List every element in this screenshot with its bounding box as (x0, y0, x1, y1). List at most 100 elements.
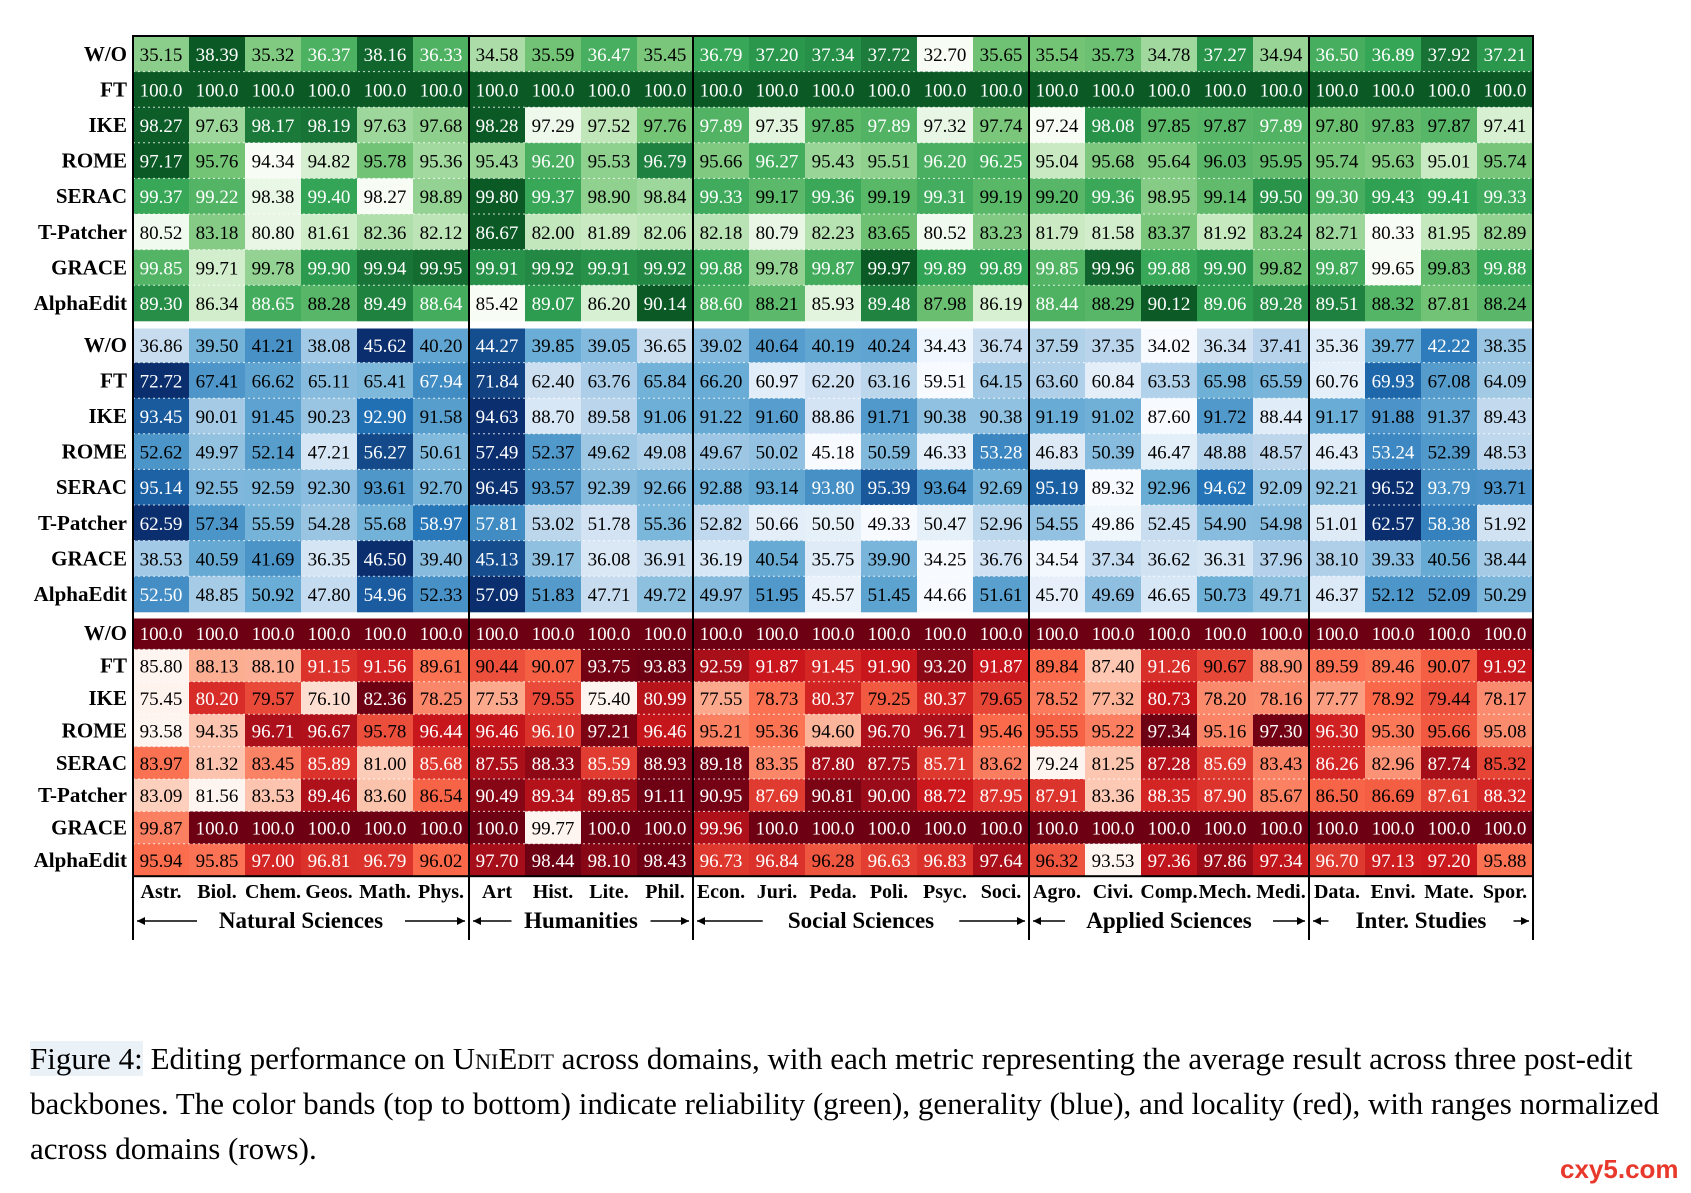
heatmap-cell (1253, 398, 1310, 435)
cell-value: 83.24 (1260, 223, 1303, 244)
cell-value: 83.97 (140, 754, 183, 775)
cell-value: 82.23 (812, 223, 855, 244)
cell-value: 100.0 (1204, 80, 1247, 101)
heatmap-cell (357, 617, 414, 650)
heatmap-cell (469, 649, 526, 683)
cell-value: 47.21 (308, 443, 351, 464)
heatmap-cell (861, 433, 918, 470)
heatmap-cell (1309, 142, 1366, 179)
cell-value: 100.0 (140, 80, 183, 101)
cell-value: 100.0 (812, 819, 855, 840)
cell-value: 97.00 (252, 851, 295, 872)
cell-value: 93.58 (140, 721, 183, 742)
heatmap-cell (1309, 107, 1366, 144)
heatmap-cell (301, 681, 358, 715)
heatmap-cell (245, 540, 302, 577)
heatmap-cell (1421, 285, 1478, 322)
heatmap-cell (189, 142, 246, 179)
heatmap-cell (413, 107, 470, 144)
heatmap-cell (1309, 779, 1366, 812)
heatmap-cell (1141, 142, 1198, 179)
cell-value: 99.30 (1316, 187, 1359, 208)
row-label: SERAC (56, 184, 127, 208)
heatmap-cell (357, 681, 414, 715)
cell-value: 72.72 (140, 371, 183, 392)
cell-value: 85.93 (812, 294, 855, 315)
heatmap-cell (1085, 505, 1142, 542)
heatmap-cell (917, 576, 974, 613)
cell-value: 91.71 (868, 407, 911, 428)
heatmap-cell (413, 327, 470, 364)
cell-value: 100.0 (812, 80, 855, 101)
cell-value: 100.0 (812, 624, 855, 645)
cell-value: 49.69 (1092, 585, 1135, 606)
heatmap-cell (693, 811, 750, 845)
group-arrowhead-right (681, 917, 689, 925)
heatmap-cell (357, 843, 414, 877)
heatmap-cell (413, 398, 470, 435)
heatmap-cell (189, 714, 246, 748)
heatmap-cell (357, 142, 414, 179)
row-label: GRACE (51, 816, 127, 840)
heatmap-cell (189, 178, 246, 215)
cell-value: 100.0 (532, 80, 575, 101)
heatmap-cell (805, 249, 862, 286)
cell-value: 88.70 (532, 407, 575, 428)
heatmap-cell (469, 746, 526, 780)
heatmap-cell (1421, 505, 1478, 542)
column-label: Phil. (645, 881, 684, 903)
heatmap-cell (1253, 505, 1310, 542)
heatmap-cell (1085, 811, 1142, 845)
cell-value: 100.0 (588, 80, 631, 101)
cell-value: 48.85 (196, 585, 239, 606)
heatmap-cell (1029, 505, 1086, 542)
row-label: W/O (84, 42, 127, 66)
heatmap-cell (1365, 285, 1422, 322)
cell-value: 91.22 (700, 407, 743, 428)
cell-value: 87.55 (476, 754, 519, 775)
row-label: IKE (88, 113, 127, 137)
cell-value: 92.09 (1260, 478, 1303, 499)
cell-value: 100.0 (868, 819, 911, 840)
heatmap-cell (525, 843, 582, 877)
cell-value: 58.38 (1428, 514, 1471, 535)
heatmap-cell (1477, 362, 1534, 399)
cell-value: 97.32 (924, 116, 967, 137)
heatmap-cell (525, 540, 582, 577)
heatmap-cell (1253, 681, 1310, 715)
row-label: FT (100, 77, 127, 101)
heatmap-cell (1365, 36, 1422, 73)
cell-value: 100.0 (588, 819, 631, 840)
cell-value: 93.64 (924, 478, 967, 499)
row-label: IKE (88, 404, 127, 428)
heatmap-cell (469, 362, 526, 399)
cell-value: 46.33 (924, 443, 967, 464)
cell-value: 39.33 (1372, 549, 1415, 570)
cell-value: 40.19 (812, 336, 855, 357)
cell-value: 80.37 (924, 689, 967, 710)
cell-value: 100.0 (1148, 624, 1191, 645)
heatmap-cell (1141, 178, 1198, 215)
heatmap-cell (1365, 843, 1422, 877)
heatmap-cell (1477, 327, 1534, 364)
heatmap-cell (973, 843, 1030, 877)
cell-value: 52.39 (1428, 443, 1471, 464)
cell-value: 97.63 (196, 116, 239, 137)
row-label: GRACE (51, 546, 127, 570)
heatmap-cell (357, 433, 414, 470)
heatmap-cell (637, 811, 694, 845)
heatmap-cell (357, 398, 414, 435)
heatmap-cell (413, 178, 470, 215)
cell-value: 93.71 (1484, 478, 1527, 499)
heatmap-cell (1141, 71, 1198, 108)
cell-value: 46.43 (1316, 443, 1359, 464)
cell-value: 100.0 (868, 624, 911, 645)
cell-value: 82.89 (1484, 223, 1527, 244)
cell-value: 96.44 (420, 721, 463, 742)
heatmap-cell (973, 327, 1030, 364)
cell-value: 50.47 (924, 514, 967, 535)
cell-value: 86.26 (1316, 754, 1359, 775)
heatmap-cell (917, 843, 974, 877)
heatmap-cell (1477, 214, 1534, 251)
heatmap-cell (581, 214, 638, 251)
